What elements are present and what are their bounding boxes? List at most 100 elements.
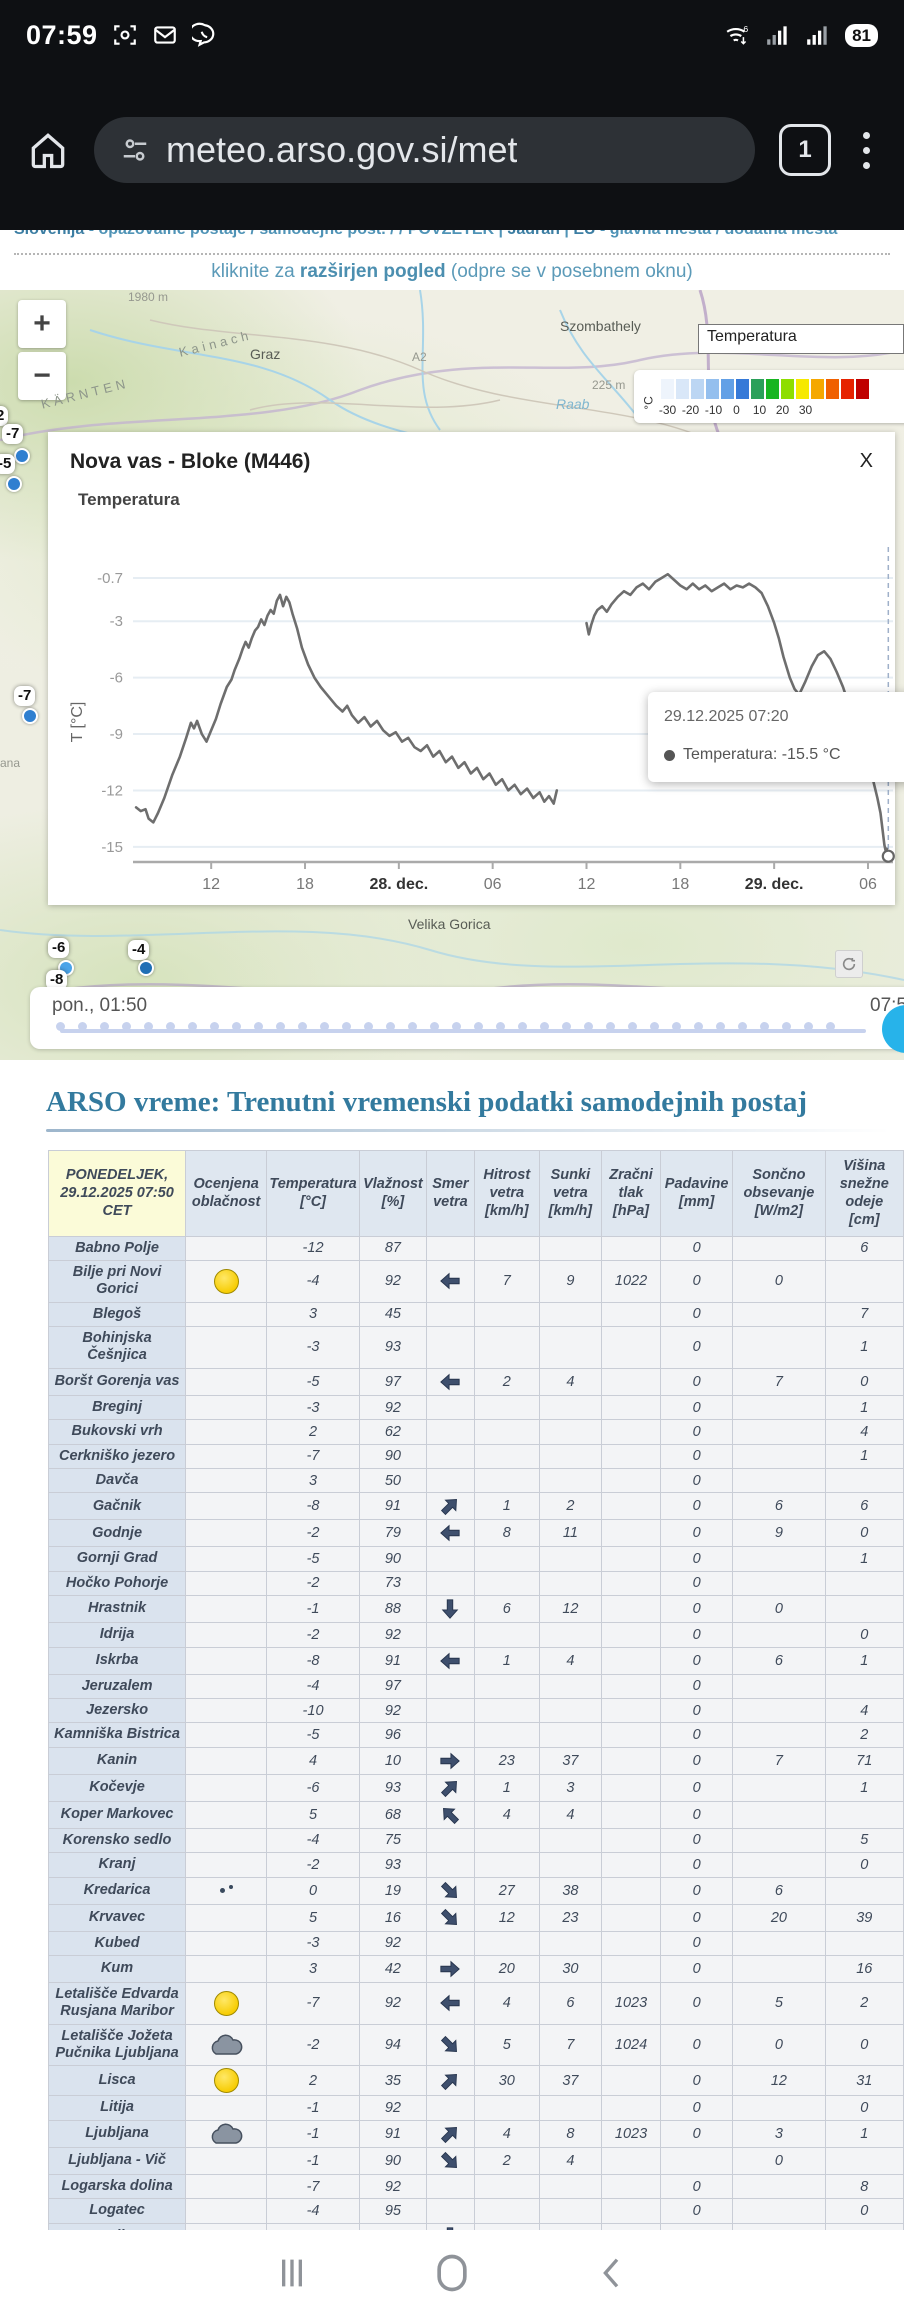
station-marker[interactable]: -6 xyxy=(48,938,70,958)
slider-track[interactable] xyxy=(60,1029,866,1033)
slider-dot[interactable] xyxy=(342,1022,351,1031)
temp-cell: -6 xyxy=(266,1773,360,1802)
precip-cell: 0 xyxy=(659,1800,734,1829)
slider-dot[interactable] xyxy=(716,1022,725,1031)
wind_speed-cell: 7 xyxy=(473,1259,540,1303)
breadcrumb-segment[interactable]: Jadran xyxy=(507,230,559,238)
breadcrumb-segment[interactable]: - opazovalne postaje / samodejne post. /… xyxy=(84,230,507,238)
station-dot[interactable] xyxy=(138,960,154,976)
breadcrumb-segment[interactable]: EU xyxy=(573,230,595,238)
slider-dot[interactable] xyxy=(122,1022,131,1031)
station-marker[interactable]: -7 xyxy=(14,686,36,706)
tooltip-time: 29.12.2025 07:20 xyxy=(664,708,789,725)
site-settings-icon[interactable] xyxy=(120,135,150,165)
slider-dot[interactable] xyxy=(672,1022,681,1031)
station-dot[interactable] xyxy=(6,476,22,492)
pressure-cell xyxy=(601,1570,661,1597)
tab-switcher-button[interactable]: 1 xyxy=(779,124,831,176)
slider-dot[interactable] xyxy=(452,1022,461,1031)
slider-dot[interactable] xyxy=(474,1022,483,1031)
wifi-icon: 6 xyxy=(726,24,748,45)
slider-dot[interactable] xyxy=(232,1022,241,1031)
pressure-cell xyxy=(601,1954,661,1983)
slider-dot[interactable] xyxy=(144,1022,153,1031)
pressure-cell xyxy=(601,1852,661,1878)
breadcrumb-segment[interactable]: - glavna mesta / dodatna mesta xyxy=(596,230,837,238)
recents-button[interactable] xyxy=(272,2253,312,2293)
station-dot[interactable] xyxy=(14,448,30,464)
station-marker[interactable]: -4 xyxy=(128,940,150,960)
title-rule xyxy=(46,1129,890,1132)
slider-dot[interactable] xyxy=(650,1022,659,1031)
station-dot[interactable] xyxy=(22,708,38,724)
humidity-cell: 91 xyxy=(358,1646,427,1675)
url-text[interactable]: meteo.arso.gov.si/met xyxy=(166,129,518,170)
slider-dot[interactable] xyxy=(100,1022,109,1031)
expand-link-bold[interactable]: razširjen pogled xyxy=(299,261,446,282)
station-marker[interactable]: -5 xyxy=(0,454,16,474)
station-name: Ljubljana - Vič xyxy=(47,2146,187,2175)
column-header-snow: Višina snežne odeje [cm] xyxy=(824,1150,904,1237)
temp-cell: -2 xyxy=(266,2023,360,2067)
temperature-chart[interactable]: -0.7 -3 -6 -9 -12 -15 T [°C] 12 18 28. dec. 06 12 18… xyxy=(48,432,895,905)
station-marker[interactable]: -7 xyxy=(2,424,24,444)
url-bar[interactable]: meteo.arso.gov.si/met xyxy=(94,117,755,183)
slider-dot[interactable] xyxy=(694,1022,703,1031)
cloud-cell xyxy=(185,1570,268,1597)
slider-dot[interactable] xyxy=(782,1022,791,1031)
slider-dot[interactable] xyxy=(276,1022,285,1031)
precip-cell: 0 xyxy=(659,1492,734,1521)
slider-dot[interactable] xyxy=(738,1022,747,1031)
home-nav-button[interactable] xyxy=(430,2251,474,2295)
close-button[interactable]: X xyxy=(859,450,873,472)
slider-dot[interactable] xyxy=(826,1022,835,1031)
slider-dot[interactable] xyxy=(408,1022,417,1031)
wind_speed-cell: 4 xyxy=(473,2119,540,2148)
breadcrumb-segment[interactable]: Slovenija xyxy=(14,230,84,238)
slider-dot[interactable] xyxy=(78,1022,87,1031)
map-zoom-out-button[interactable]: − xyxy=(18,352,66,400)
precip-cell: 0 xyxy=(659,2119,734,2148)
station-marker[interactable]: -8 xyxy=(46,970,68,990)
slider-dot[interactable] xyxy=(210,1022,219,1031)
slider-dot[interactable] xyxy=(56,1022,65,1031)
slider-dot[interactable] xyxy=(804,1022,813,1031)
slider-dot[interactable] xyxy=(518,1022,527,1031)
pressure-cell: 1023 xyxy=(601,1981,661,2025)
snow-cell: 4 xyxy=(824,1419,904,1445)
map-zoom-in-button[interactable]: + xyxy=(18,300,66,348)
expanded-view-link[interactable]: kliknite za razširjen pogled (odpre se v… xyxy=(0,255,904,290)
map-attribution-icon[interactable] xyxy=(835,950,863,978)
layer-select[interactable]: Temperatura xyxy=(698,324,904,354)
slider-dot[interactable] xyxy=(606,1022,615,1031)
slider-dot[interactable] xyxy=(320,1022,329,1031)
slider-dot[interactable] xyxy=(496,1022,505,1031)
slider-dot[interactable] xyxy=(540,1022,549,1031)
slider-dot[interactable] xyxy=(298,1022,307,1031)
wind_speed-cell xyxy=(473,1722,540,1748)
slider-dot[interactable] xyxy=(760,1022,769,1031)
slider-dot[interactable] xyxy=(584,1022,593,1031)
slider-dot[interactable] xyxy=(254,1022,263,1031)
table-row: Hočko Pohorje -2 73 0 xyxy=(47,1570,904,1597)
pressure-cell xyxy=(601,1595,661,1624)
slider-dot[interactable] xyxy=(562,1022,571,1031)
browser-menu-button[interactable] xyxy=(855,128,878,173)
slider-dots[interactable] xyxy=(56,1022,835,1031)
home-button[interactable] xyxy=(26,128,70,172)
slider-dot[interactable] xyxy=(364,1022,373,1031)
slider-dot[interactable] xyxy=(430,1022,439,1031)
slider-handle[interactable] xyxy=(882,1005,904,1053)
back-button[interactable] xyxy=(592,2253,632,2293)
cloud-cell xyxy=(185,1673,268,1699)
slider-dot[interactable] xyxy=(188,1022,197,1031)
station-marker[interactable]: 2 xyxy=(0,406,9,426)
table-row: Blegoš 3 45 0 7 xyxy=(47,1301,904,1328)
time-slider[interactable]: pon., 01:50 07:50 xyxy=(30,987,904,1053)
slider-dot[interactable] xyxy=(166,1022,175,1031)
weather-map[interactable]: + − Temperatura °C -30 -20 -10 0 10 20 30 Szom… xyxy=(0,290,904,1060)
breadcrumb-segment[interactable]: | xyxy=(560,230,573,238)
slider-dot[interactable] xyxy=(628,1022,637,1031)
precip-cell: 0 xyxy=(659,1903,734,1932)
slider-dot[interactable] xyxy=(386,1022,395,1031)
